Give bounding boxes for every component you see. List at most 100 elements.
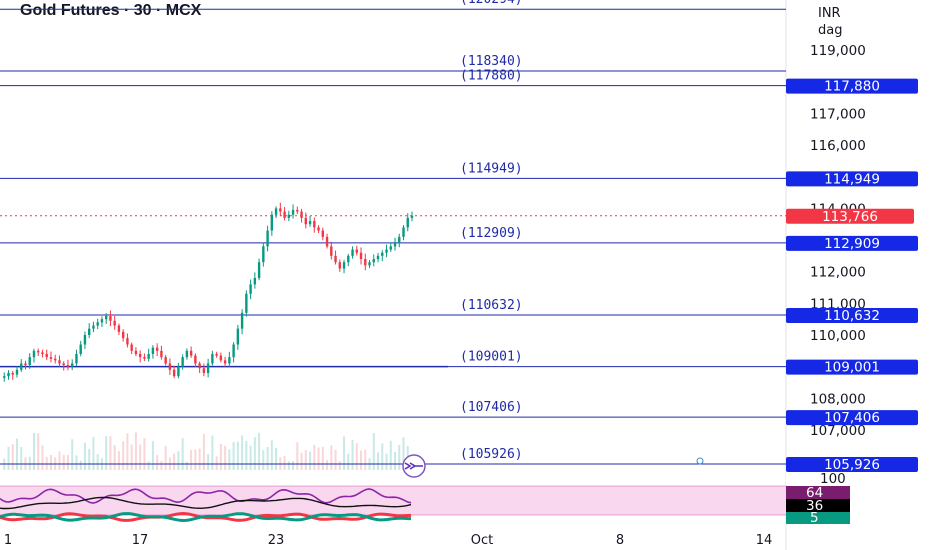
candle-body xyxy=(236,328,240,345)
candle-body xyxy=(313,221,316,228)
osc-tag-text: 5 xyxy=(810,510,819,526)
candle-body xyxy=(121,331,125,339)
goto-realtime-button[interactable] xyxy=(402,454,426,478)
candle-body xyxy=(164,357,167,364)
candle-body xyxy=(24,363,27,366)
candle-body xyxy=(249,284,252,294)
candle-body xyxy=(359,252,363,260)
volume-bar xyxy=(7,446,10,470)
volume-bar xyxy=(236,441,239,470)
volume-bar xyxy=(283,455,286,470)
x-tick-label: 8 xyxy=(616,533,624,548)
candle-body xyxy=(389,246,392,250)
volume-bar xyxy=(245,440,248,470)
volume-bar xyxy=(130,444,133,470)
candle-body xyxy=(381,252,384,256)
level-price-tag xyxy=(786,235,918,251)
candle-body xyxy=(32,350,36,358)
candle-body xyxy=(87,328,91,335)
candle-body xyxy=(266,230,269,247)
candle-body xyxy=(41,352,44,354)
candle-body xyxy=(181,357,184,367)
candle-body xyxy=(126,338,129,345)
volume-bar xyxy=(313,444,316,470)
volume-bar xyxy=(181,438,184,470)
y-tick-label: 107,000 xyxy=(810,423,866,439)
level-label: (107406) xyxy=(460,400,523,415)
level-label: (117880) xyxy=(460,69,523,84)
volume-bar xyxy=(270,440,273,470)
volume-bar xyxy=(75,455,78,470)
candle-body xyxy=(138,353,142,358)
volume-bar xyxy=(71,439,74,470)
volume-bar xyxy=(58,451,61,470)
last-price-tag xyxy=(786,208,914,224)
volume-bar xyxy=(292,460,295,470)
date-axis[interactable]: 1 17 23 Oct 8 14 xyxy=(4,533,772,548)
volume-layer xyxy=(3,432,413,470)
candle-body xyxy=(334,255,337,263)
x-tick-label: 14 xyxy=(756,533,773,548)
volume-bar xyxy=(37,433,40,470)
signal-tag-text: 36 xyxy=(806,498,823,514)
candle-body xyxy=(355,249,358,253)
volume-bar xyxy=(32,432,35,470)
candle-body xyxy=(245,293,248,313)
candle-body xyxy=(376,255,380,260)
level-price-tag xyxy=(786,78,918,94)
volume-bar xyxy=(219,443,222,470)
candle-body xyxy=(342,262,346,269)
volume-bar xyxy=(88,448,91,470)
volume-bar xyxy=(49,455,52,470)
volume-bar xyxy=(296,442,299,470)
candle-body xyxy=(172,369,176,377)
candle-body xyxy=(372,259,375,263)
volume-bar xyxy=(334,449,337,470)
volume-bar xyxy=(317,447,320,470)
candle-body xyxy=(398,236,401,244)
candle-body xyxy=(300,211,303,218)
level-label: (120294) xyxy=(460,0,523,7)
candle-body xyxy=(287,214,291,218)
y-tick-label: 108,000 xyxy=(810,391,866,407)
volume-scale-tag-bg xyxy=(786,472,846,485)
level-price-tag-text: 117,880 xyxy=(824,79,880,95)
unit-label: dag xyxy=(818,23,842,38)
volume-bar xyxy=(262,450,265,470)
volume-bar xyxy=(381,443,384,470)
x-tick-label: 17 xyxy=(132,533,149,548)
volume-bar xyxy=(343,436,346,470)
candle-body xyxy=(143,357,146,359)
signal-line xyxy=(0,496,412,510)
double-chevron-right-icon xyxy=(404,462,423,470)
x-tick-label: Oct xyxy=(471,533,493,548)
candle-body xyxy=(20,363,23,370)
candle-body xyxy=(257,262,261,279)
level-label: (112909) xyxy=(460,226,523,241)
volume-bar xyxy=(228,449,231,470)
candle-body xyxy=(45,353,48,358)
volume-bar xyxy=(160,460,163,470)
volume-bar xyxy=(351,440,354,470)
candle-body xyxy=(177,366,180,377)
signal-tag xyxy=(786,499,850,512)
currency-label: INR xyxy=(818,6,841,21)
volume-bar xyxy=(355,443,358,470)
volume-bar xyxy=(15,438,18,470)
volume-bar xyxy=(198,448,201,470)
candle-body xyxy=(66,365,70,367)
volume-bar xyxy=(364,449,367,470)
candle-body xyxy=(202,368,206,373)
volume-bar xyxy=(398,444,401,470)
candle-body xyxy=(270,214,274,231)
level-price-tag xyxy=(786,171,918,187)
volume-bar xyxy=(185,461,188,470)
volume-bar xyxy=(258,432,261,470)
candle-body xyxy=(160,350,163,358)
sun-moon-icon[interactable] xyxy=(696,455,732,467)
volume-bar xyxy=(62,454,65,470)
candle-body xyxy=(219,355,223,361)
candle-body xyxy=(338,262,341,269)
volume-bar xyxy=(139,444,142,470)
